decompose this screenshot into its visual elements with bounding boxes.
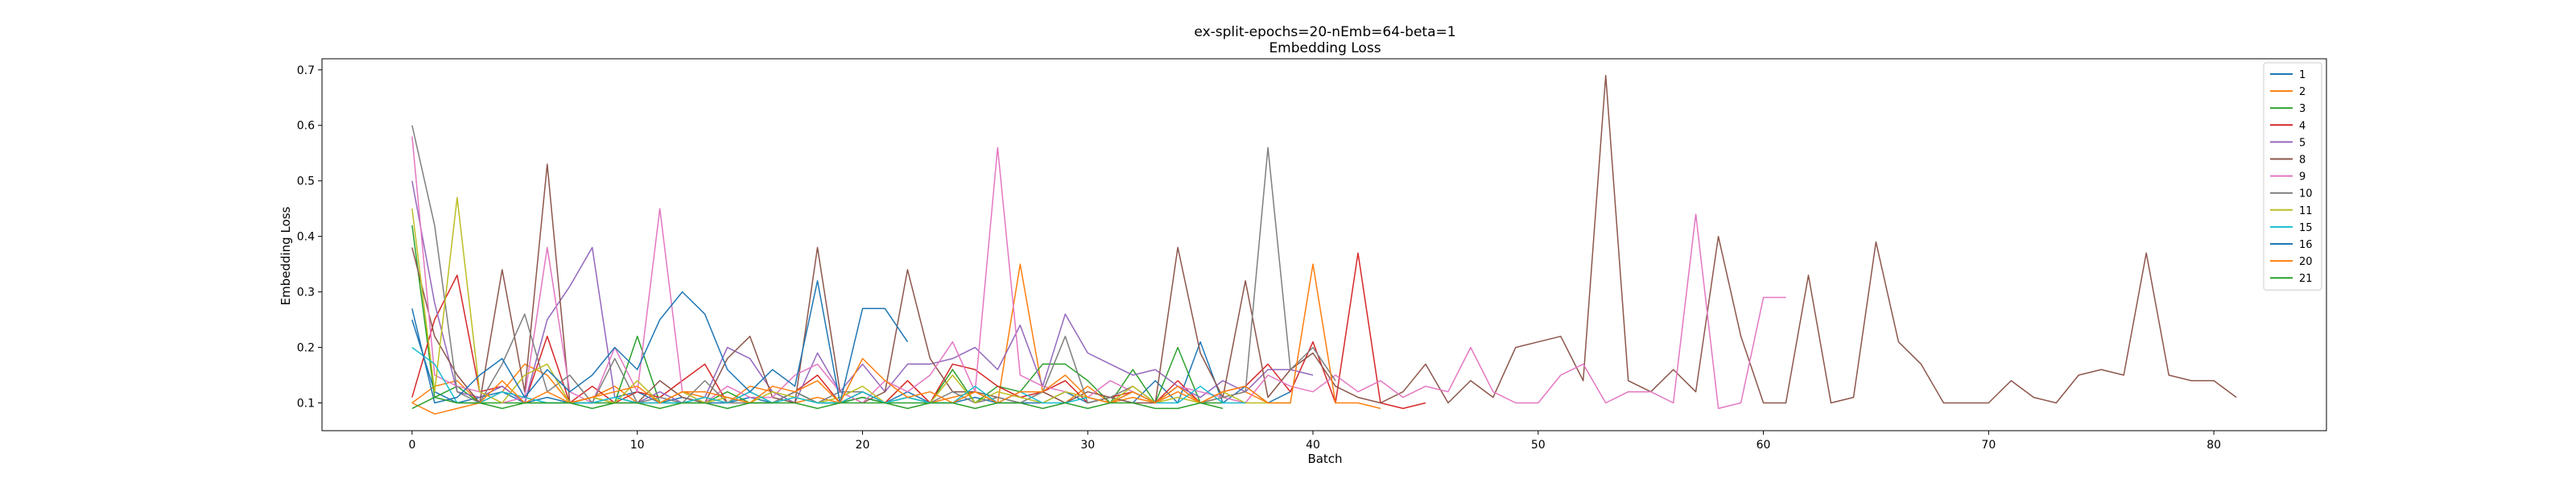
- series-line-20: [411, 263, 1381, 415]
- series-line-4: [411, 252, 1426, 410]
- series-line-5: [411, 180, 1314, 404]
- x-tick-label: 20: [856, 439, 870, 452]
- x-tick-label: 50: [1531, 439, 1546, 452]
- y-tick-label: 0.7: [297, 64, 315, 77]
- series-lines: [411, 74, 2237, 415]
- plot-frame: [321, 58, 2327, 431]
- series-line-10: [411, 125, 1336, 404]
- x-tick-label: 0: [408, 439, 415, 452]
- series-line-21: [411, 396, 1224, 410]
- x-tick-label: 10: [630, 439, 645, 452]
- x-tick-label: 40: [1306, 439, 1320, 452]
- legend: 1 2 3 4 5 8 9 10 11 15 16 20 21: [2263, 62, 2322, 291]
- legend-label: 9: [2299, 171, 2306, 184]
- legend-label: 11: [2299, 205, 2313, 217]
- x-tick-label: 70: [1981, 439, 1996, 452]
- x-tick-label: 30: [1080, 439, 1095, 452]
- legend-label: 20: [2299, 256, 2313, 268]
- series-line-16: [411, 280, 909, 404]
- x-tick-label: 60: [1757, 439, 1771, 452]
- legend-label: 8: [2299, 155, 2306, 167]
- series-line-9: [411, 136, 1786, 410]
- series-line-2: [411, 263, 1269, 404]
- y-tick-label: 0.4: [297, 231, 315, 244]
- legend-label: 16: [2299, 239, 2313, 251]
- x-tick-label: 80: [2207, 439, 2221, 452]
- legend-label: 4: [2299, 120, 2306, 132]
- series-line-11: [411, 196, 1290, 404]
- legend-label: 15: [2299, 222, 2313, 234]
- legend-label: 2: [2299, 86, 2306, 98]
- y-tick-label: 0.2: [297, 342, 315, 355]
- y-tick-label: 0.6: [297, 120, 315, 133]
- y-axis-label: Embedding Loss: [279, 206, 293, 305]
- legend-label: 10: [2299, 188, 2313, 200]
- y-tick-label: 0.1: [297, 398, 315, 411]
- y-axis-ticks: 0.1 0.2 0.3 0.4 0.5 0.6 0.7: [297, 64, 322, 411]
- y-tick-label: 0.5: [297, 175, 315, 188]
- legend-label: 3: [2299, 103, 2306, 115]
- x-axis-label: Batch: [1307, 452, 1342, 466]
- legend-label: 21: [2299, 273, 2313, 285]
- series-line-8: [411, 74, 2237, 404]
- legend-label: 1: [2299, 69, 2306, 81]
- x-axis-ticks: 0 10 20 30 40 50 60 70 80: [408, 431, 2221, 452]
- chart-title: ex-split-epochs=20-nEmb=64-beta=1: [1194, 24, 1455, 40]
- y-tick-label: 0.3: [297, 287, 315, 299]
- chart-subtitle: Embedding Loss: [1269, 40, 1381, 56]
- legend-label: 5: [2299, 137, 2306, 149]
